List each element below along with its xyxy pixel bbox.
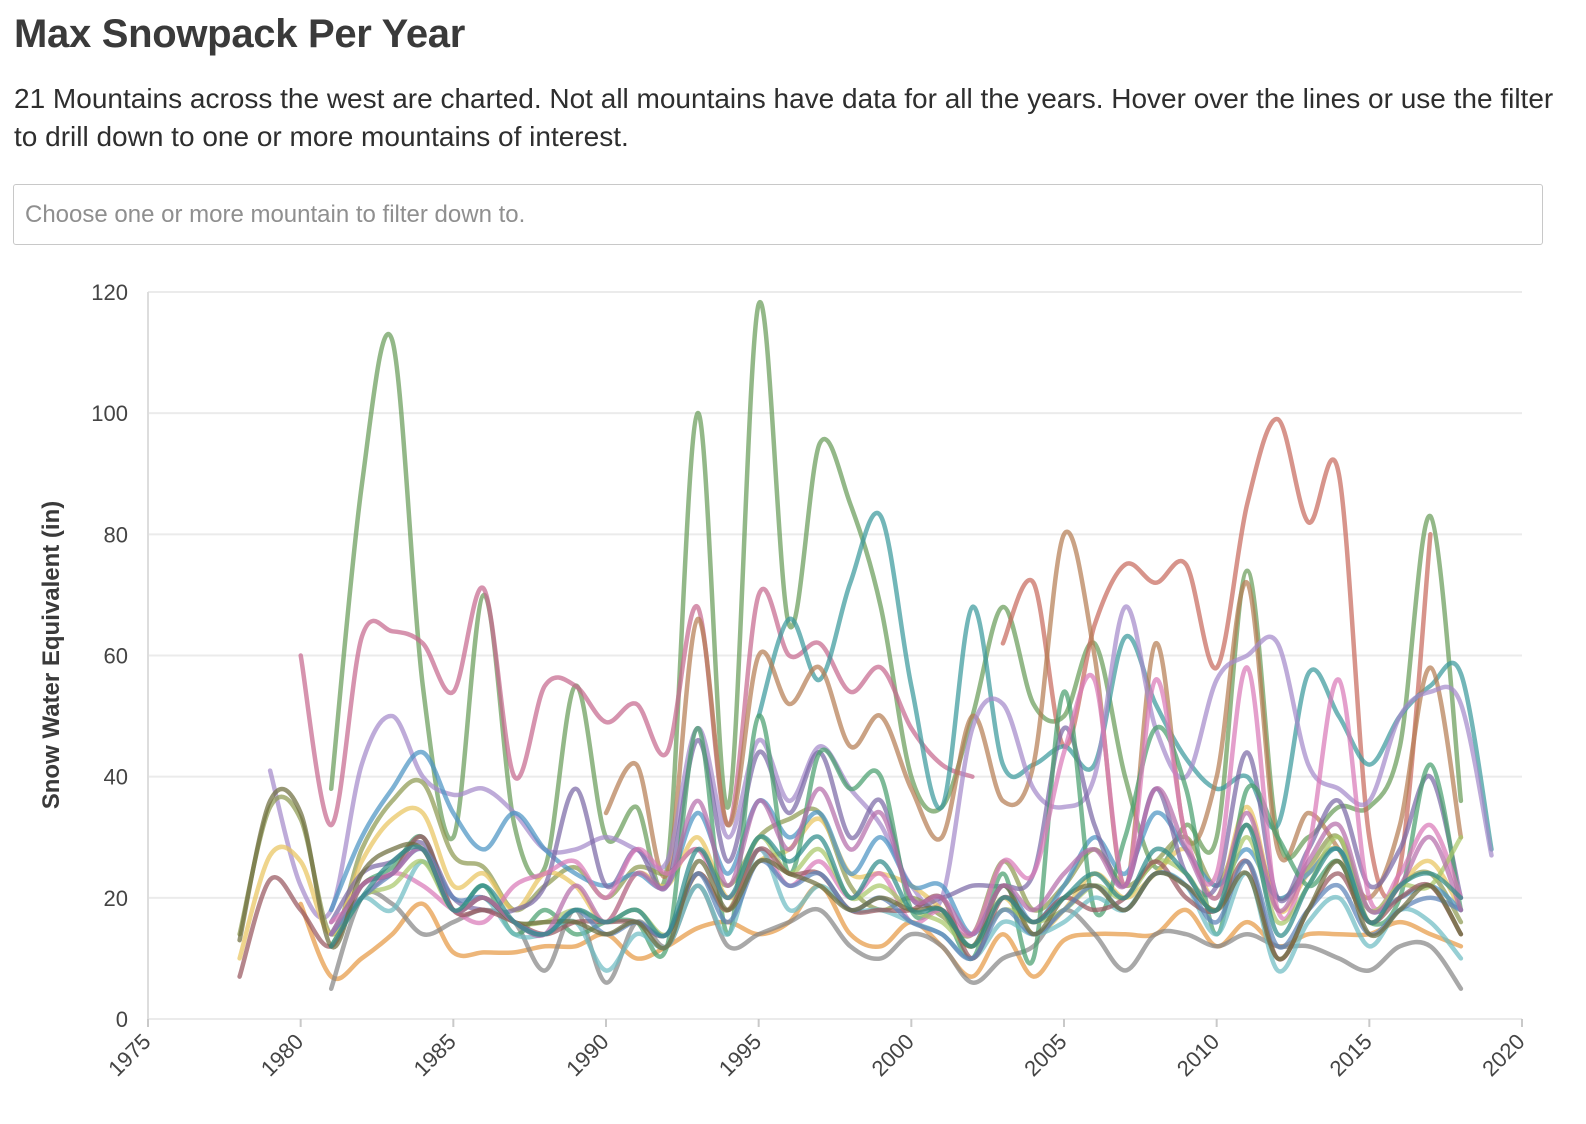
x-tick-label: 2010 <box>1172 1029 1224 1081</box>
mountain-series-line-13[interactable] <box>328 689 1464 966</box>
mountain-series-line-15[interactable] <box>328 847 1464 974</box>
x-tick-label: 1995 <box>714 1029 766 1081</box>
page-subtitle: 21 Mountains across the west are charted… <box>14 83 1554 152</box>
y-tick-label: 60 <box>104 644 128 669</box>
x-tick-label: 2000 <box>867 1029 919 1081</box>
y-tick-label: 100 <box>91 401 128 426</box>
chart-grid <box>148 291 1522 1020</box>
chart-axes: 0 20 40 60 80 100 120 1975 1980 1985 1990 1995 2000 2… <box>91 280 1529 1081</box>
x-tick-label: 2020 <box>1477 1029 1529 1081</box>
x-tick-label: 1980 <box>256 1029 308 1081</box>
x-tick-label: 1990 <box>561 1029 613 1081</box>
x-tick-label: 2005 <box>1019 1029 1071 1081</box>
page-title: Max Snowpack Per Year <box>14 12 465 56</box>
mountain-series-line-5[interactable] <box>603 529 1464 901</box>
mountain-series-line-14[interactable] <box>328 665 1464 938</box>
x-tick-label: 1985 <box>409 1029 461 1081</box>
y-tick-label: 0 <box>116 1007 128 1032</box>
y-tick-label: 20 <box>104 886 128 911</box>
mountain-filter-input[interactable] <box>13 184 1543 245</box>
x-tick-label: 1975 <box>103 1029 155 1081</box>
chart-series <box>237 299 1494 991</box>
snowpack-line-chart: 0 20 40 60 80 100 120 1975 1980 1985 1990 1995 2000 2… <box>38 280 1530 1081</box>
mountain-series-line-3[interactable] <box>298 585 975 828</box>
y-tick-label: 40 <box>104 765 128 790</box>
y-axis-label: Snow Water Equivalent (in) <box>38 501 65 809</box>
y-tick-label: 80 <box>104 522 128 547</box>
x-tick-label: 2015 <box>1325 1029 1377 1081</box>
y-tick-label: 120 <box>91 280 128 305</box>
mountain-series-line-21[interactable] <box>328 822 1464 949</box>
